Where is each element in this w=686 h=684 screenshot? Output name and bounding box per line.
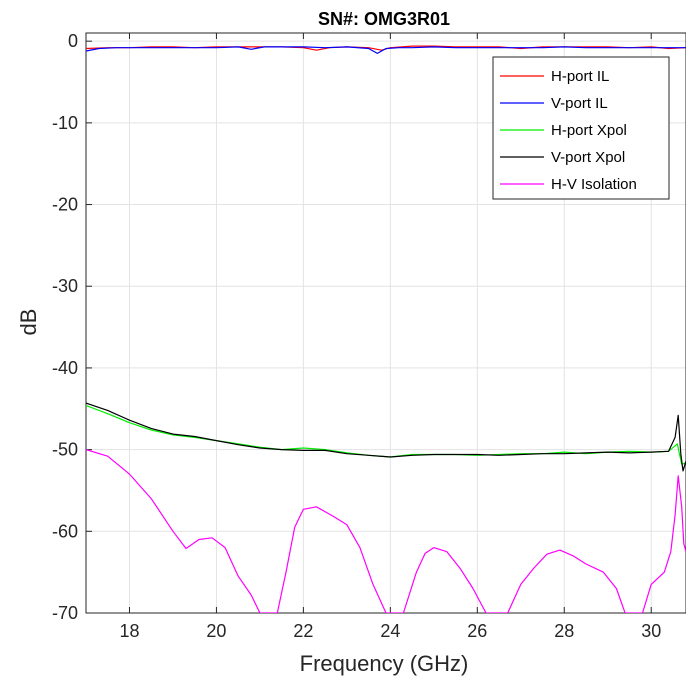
x-tick-label: 20	[206, 621, 226, 641]
y-tick-label: -70	[52, 603, 78, 623]
x-tick-label: 28	[554, 621, 574, 641]
y-tick-label: -60	[52, 521, 78, 541]
legend-label: H-port Xpol	[551, 122, 627, 139]
legend-box	[492, 56, 670, 200]
x-tick-label: 18	[119, 621, 139, 641]
y-tick-label: -50	[52, 440, 78, 460]
y-axis-label: dB	[16, 309, 41, 336]
series-line-v-port-xpol	[86, 402, 686, 472]
axis-ticks: 18 20 22 24 26 28 30 0 -10 -20 -30 -40 -50 -60 -70	[52, 31, 661, 641]
chart-title: SN#: OMG3R01	[318, 9, 450, 29]
legend-label: V-port IL	[551, 95, 608, 112]
legend-label: V-port Xpol	[551, 149, 625, 166]
x-tick-label: 24	[380, 621, 400, 641]
x-tick-label: 26	[467, 621, 487, 641]
x-tick-label: 22	[293, 621, 313, 641]
legend: H-port IL V-port IL H-port Xpol V-port Xpol…	[492, 56, 670, 200]
x-tick-label: 30	[641, 621, 661, 641]
series-line-v-port-il	[86, 46, 686, 55]
series-line-h-port-xpol	[86, 404, 686, 465]
y-tick-label: -10	[52, 113, 78, 133]
series-line-h-v-isolation	[86, 449, 686, 613]
x-axis-label: Frequency (GHz)	[300, 651, 469, 676]
y-tick-label: -20	[52, 195, 78, 215]
legend-label: H-V Isolation	[551, 176, 637, 193]
y-tick-label: -30	[52, 276, 78, 296]
series-lines	[86, 45, 686, 613]
y-tick-label: 0	[68, 31, 78, 51]
legend-label: H-port IL	[551, 68, 609, 85]
y-tick-label: -40	[52, 358, 78, 378]
